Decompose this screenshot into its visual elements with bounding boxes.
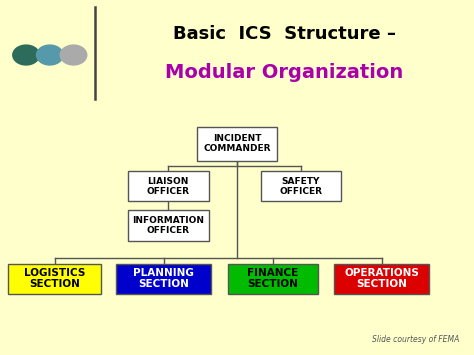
Text: Basic  ICS  Structure –: Basic ICS Structure –	[173, 25, 396, 43]
Text: INCIDENT
COMMANDER: INCIDENT COMMANDER	[203, 134, 271, 153]
Text: FINANCE
SECTION: FINANCE SECTION	[247, 268, 298, 289]
Text: LOGISTICS
SECTION: LOGISTICS SECTION	[24, 268, 85, 289]
FancyBboxPatch shape	[116, 263, 211, 294]
Text: INFORMATION
OFFICER: INFORMATION OFFICER	[132, 216, 204, 235]
Text: OPERATIONS
SECTION: OPERATIONS SECTION	[344, 268, 419, 289]
Circle shape	[13, 45, 39, 65]
Text: Modular Organization: Modular Organization	[165, 63, 403, 82]
FancyBboxPatch shape	[128, 171, 209, 202]
FancyBboxPatch shape	[261, 171, 341, 202]
Circle shape	[36, 45, 63, 65]
FancyBboxPatch shape	[8, 263, 100, 294]
FancyBboxPatch shape	[334, 263, 429, 294]
Text: LIAISON
OFFICER: LIAISON OFFICER	[147, 177, 190, 196]
Text: Slide courtesy of FEMA: Slide courtesy of FEMA	[373, 335, 460, 344]
Circle shape	[60, 45, 87, 65]
FancyBboxPatch shape	[128, 210, 209, 241]
Text: SAFETY
OFFICER: SAFETY OFFICER	[280, 177, 322, 196]
FancyBboxPatch shape	[228, 263, 318, 294]
FancyBboxPatch shape	[197, 127, 277, 160]
Text: PLANNING
SECTION: PLANNING SECTION	[133, 268, 194, 289]
